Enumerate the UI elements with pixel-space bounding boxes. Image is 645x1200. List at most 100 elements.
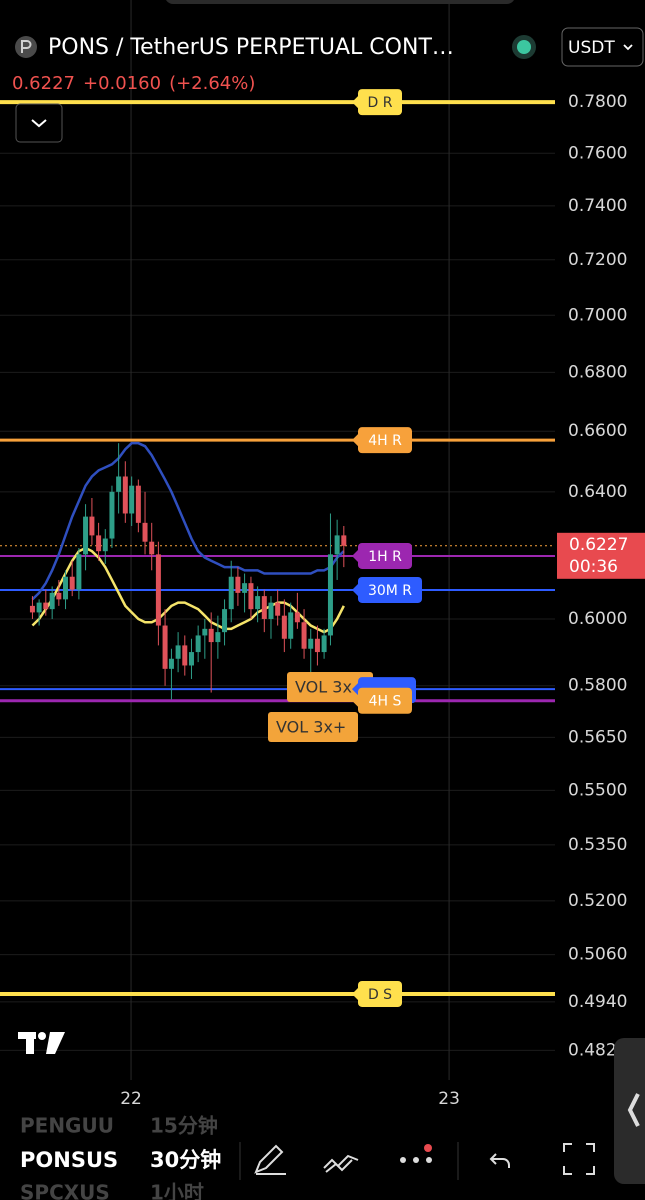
level-label-pointer — [352, 96, 358, 109]
level-label-box — [358, 542, 412, 569]
candle-body — [129, 485, 135, 514]
chart: 0.7800 0.7600 0.7400 0.7200 0.7000 0.6800 0.66… — [0, 0, 645, 1109]
x-tick-label: 23 — [438, 1089, 460, 1109]
symbol-item[interactable]: SPCXUS — [20, 1181, 110, 1200]
symbol-icon-glyph — [21, 40, 32, 53]
candle-body — [96, 535, 102, 552]
fullscreen-button[interactable] — [563, 1143, 595, 1175]
y-tick-label: 0.6000 — [568, 609, 627, 629]
draw-tool[interactable] — [254, 1144, 286, 1175]
candle-body — [36, 602, 42, 613]
currency-label: USDT — [568, 38, 615, 58]
y-tick-label: 0.5800 — [568, 676, 627, 696]
y-tick-label: 0.7400 — [568, 196, 627, 216]
candle-body — [155, 554, 161, 626]
level-label-box — [358, 576, 422, 603]
y-tick-label: 0.7600 — [568, 143, 627, 163]
level-label: D R — [368, 95, 393, 111]
annotation-box — [268, 712, 358, 742]
more-dot — [413, 1157, 419, 1163]
y-tick-label: 0.7200 — [568, 250, 627, 270]
candle-body — [76, 554, 82, 590]
y-tick-label: 0.5060 — [568, 945, 627, 965]
candle-body — [29, 605, 35, 613]
quote-price: 0.6227 — [12, 73, 75, 94]
indicator-line — [31, 441, 345, 601]
logo-part — [38, 1032, 46, 1040]
level-label-pointer — [352, 583, 358, 596]
status-dot — [517, 40, 531, 54]
level-label-pointer — [352, 434, 358, 447]
interval-item[interactable]: 15分钟 — [150, 1114, 218, 1138]
candle-body — [215, 632, 221, 643]
candle-body — [195, 635, 201, 653]
y-tick-label: 0.6800 — [568, 362, 627, 382]
level-label-pointer — [352, 987, 358, 1000]
interval-item[interactable]: 1小时 — [150, 1181, 204, 1200]
quote-change: +0.0160 — [83, 73, 161, 94]
toolbar: PENGUU 15分钟 PONSUS 30分钟 SPCXUS 1小时 — [20, 1114, 595, 1200]
level-label: 4H S — [369, 694, 402, 710]
annotation-text: VOL 3x+ — [276, 718, 346, 737]
candle-body — [162, 625, 168, 669]
candle-body — [49, 592, 55, 610]
trend-tool[interactable] — [323, 1154, 359, 1173]
y-tick-label: 0.4940 — [568, 992, 627, 1012]
level-label-box — [358, 980, 402, 1007]
candle-body — [248, 583, 254, 610]
level-label-box — [358, 427, 412, 454]
symbol-item[interactable]: PONSUS — [20, 1148, 118, 1172]
annotation-box — [287, 672, 373, 702]
currency-button[interactable] — [561, 27, 644, 67]
quote-change-pct: (+2.64%) — [169, 73, 255, 94]
level-label: 4H R — [368, 433, 402, 449]
y-tick-label: 0.5650 — [568, 727, 627, 747]
symbol-item[interactable]: PENGUU — [20, 1114, 114, 1138]
level-label-box — [358, 89, 402, 116]
candle-body — [327, 554, 333, 636]
candle-body — [149, 541, 155, 555]
candle-body — [281, 615, 287, 639]
candle-body — [341, 535, 347, 546]
logo-part — [46, 1032, 65, 1054]
candle-body — [135, 485, 141, 523]
candle-body — [321, 635, 327, 653]
quote: 0.6227 +0.0160 (+2.64%) — [12, 73, 255, 94]
notification-dot — [424, 1144, 432, 1152]
level-label: 30M R — [368, 583, 412, 599]
symbol-title[interactable]: PONS / TetherUS PERPETUAL CONT… — [48, 35, 454, 60]
candle-body — [235, 576, 241, 593]
candle-body — [182, 645, 188, 666]
y-tick-label: 0.7800 — [568, 92, 627, 112]
candle-body — [63, 576, 69, 600]
collapse-icon — [31, 119, 47, 128]
candle-body — [168, 658, 174, 669]
candle-body — [208, 628, 214, 643]
candle-body — [288, 612, 294, 639]
candle-body — [56, 592, 62, 600]
candle-body — [228, 576, 234, 610]
y-tick-label: 0.482 — [568, 1040, 617, 1060]
candle-body — [188, 652, 194, 666]
price-tag-value: 0.6227 — [569, 535, 628, 555]
level-label-box — [358, 687, 412, 714]
collapse-button[interactable] — [15, 103, 63, 143]
y-tick-label: 0.7000 — [568, 305, 627, 325]
candle-body — [116, 476, 122, 492]
price-tag — [557, 532, 645, 579]
candle-body — [242, 583, 248, 593]
more-dot[interactable] — [400, 1157, 406, 1163]
candle-body — [83, 516, 89, 555]
candle-body — [314, 638, 320, 653]
candle-body — [261, 596, 267, 619]
interval-item[interactable]: 30分钟 — [150, 1148, 221, 1172]
undo-button[interactable] — [489, 1153, 510, 1168]
tv-logo — [18, 1032, 65, 1054]
level-label: 1H R — [368, 549, 402, 565]
candle-body — [175, 645, 181, 659]
candle-body — [308, 638, 314, 649]
y-tick-label: 0.5350 — [568, 835, 627, 855]
candle-body — [89, 516, 95, 536]
handle — [166, 0, 514, 4]
